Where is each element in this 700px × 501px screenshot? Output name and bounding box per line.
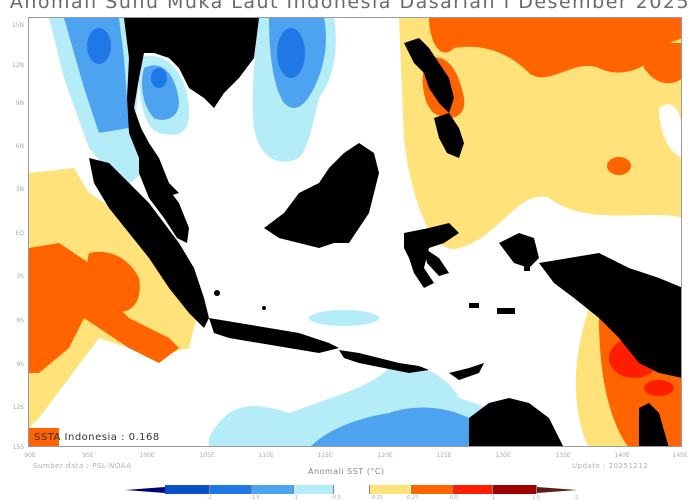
sst-anomaly-map	[28, 17, 682, 447]
colorbar-segment	[252, 485, 294, 494]
colorbar-segment	[412, 485, 453, 494]
map-title: Anomali Suhu Muka Laut Indonesia Dasaria…	[9, 0, 691, 13]
y-axis-label: 12S	[12, 404, 24, 411]
colorbar-min-arrow	[125, 486, 165, 493]
x-axis-label: 105E	[199, 452, 215, 459]
data-source: Sumber data : PSL-NOAA	[33, 462, 132, 470]
y-axis-label: EQ	[15, 230, 24, 237]
colorbar-segment	[294, 485, 334, 494]
colorbar-level: -1.5	[250, 495, 260, 501]
map-canvas	[29, 18, 681, 446]
x-axis-label: 120E	[377, 452, 393, 459]
colorbar-level: -2	[207, 495, 212, 501]
x-axis-label: 110E	[258, 452, 274, 459]
y-axis-label: 6N	[15, 143, 24, 150]
colorbar-segment	[370, 485, 412, 494]
y-axis-label: 15N	[11, 22, 24, 29]
x-axis-label: 90E	[24, 452, 36, 459]
colorbar-level: 1.5	[532, 495, 540, 501]
y-axis-label: 15S	[12, 444, 24, 451]
colorbar-segment	[165, 485, 210, 494]
y-axis-label: 3S	[16, 273, 24, 280]
y-axis-label: 6S	[16, 317, 24, 324]
colorbar-segment	[334, 485, 370, 494]
colorbar-segment	[210, 485, 252, 494]
y-axis-label: 9N	[15, 100, 24, 107]
x-axis-label: 125E	[436, 452, 452, 459]
x-axis-label: 115E	[317, 452, 333, 459]
x-axis-label: 130E	[495, 452, 511, 459]
y-axis-label: 12N	[11, 62, 24, 69]
colorbar-level: -0.5	[331, 495, 341, 501]
colorbar-title: Anomali SST (°C)	[308, 467, 385, 476]
colorbar-max-arrow	[537, 486, 577, 493]
x-axis-label: 100E	[139, 452, 155, 459]
x-axis-label: 135E	[555, 452, 571, 459]
y-axis-label: 9S	[16, 361, 24, 368]
colorbar-level: 0.5	[450, 495, 458, 501]
colorbar-segment	[493, 485, 537, 494]
colorbar-level: -1	[293, 495, 298, 501]
colorbar-level: -0.25	[370, 495, 383, 501]
ssta-indonesia-value: SSTA Indonesia : 0.168	[34, 432, 160, 443]
colorbar-level: 0.25	[407, 495, 419, 501]
x-axis-label: 145E	[672, 452, 688, 459]
update-date: Update : 20251212	[572, 462, 649, 470]
x-axis-label: 140E	[614, 452, 630, 459]
colorbar	[125, 485, 577, 494]
colorbar-level: 1	[492, 495, 496, 501]
colorbar-level: 2	[575, 495, 579, 501]
y-axis-label: 3N	[15, 186, 24, 193]
x-axis-label: 95E	[82, 452, 94, 459]
colorbar-segment	[453, 485, 493, 494]
